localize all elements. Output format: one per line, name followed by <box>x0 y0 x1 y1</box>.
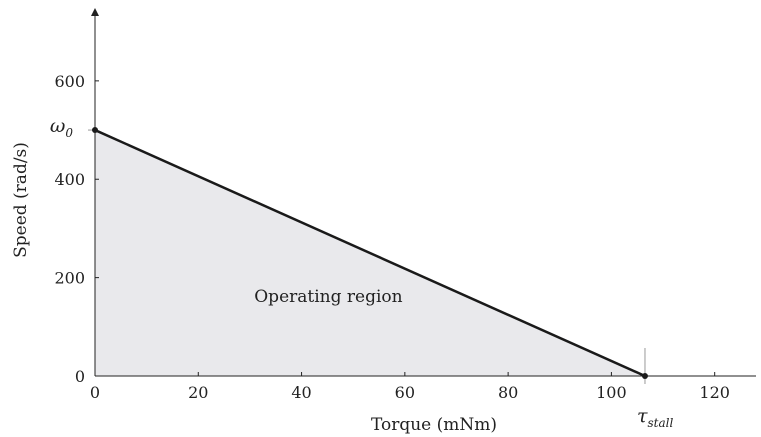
y-tick-label: 400 <box>54 170 85 189</box>
x-tick-label: 0 <box>90 383 100 402</box>
x-tick-label: 120 <box>699 383 730 402</box>
x-tick-label: 40 <box>291 383 311 402</box>
x-tick-label: 80 <box>498 383 518 402</box>
y-ticks: 0 200 400 600 <box>54 72 99 386</box>
y-tick-label: 600 <box>54 72 85 91</box>
torque-speed-line <box>94 128 646 378</box>
x-tick-label: 20 <box>188 383 208 402</box>
y-axis-label: Speed (rad/s) <box>11 142 31 258</box>
x-axis-label: Torque (mNm) <box>371 415 497 435</box>
x-ticks: 0 20 40 60 80 100 120 <box>90 372 730 402</box>
tau-stall-point <box>641 373 648 379</box>
x-tick-label: 60 <box>395 383 415 402</box>
omega0-point <box>92 127 98 134</box>
y-tick-label: 200 <box>54 269 85 288</box>
omega0-label: ω0 <box>50 115 74 140</box>
region-label: Operating region <box>254 287 402 307</box>
tau-stall-label: τstall <box>637 405 673 430</box>
y-tick-label: 0 <box>75 367 85 386</box>
x-tick-label: 100 <box>596 383 627 402</box>
